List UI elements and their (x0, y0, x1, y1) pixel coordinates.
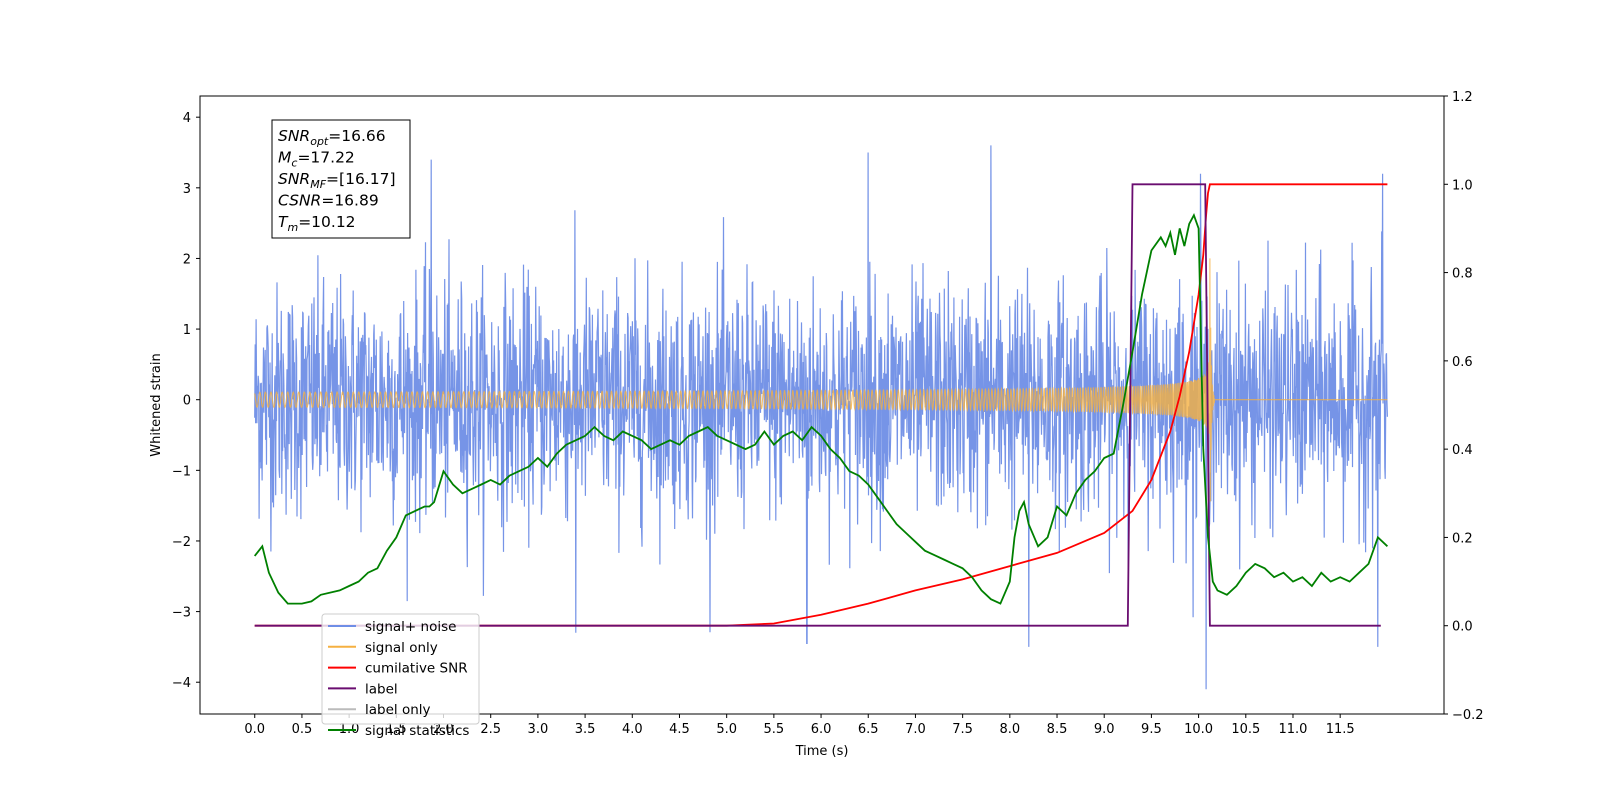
y-axis-left: 4 3 2 1 0 −1 −2 −3 −4 (172, 111, 200, 691)
x-tick-label: 6.0 (811, 722, 832, 737)
annotation-symbol: M (278, 149, 291, 167)
annotation-value: =[16.17] (326, 170, 395, 188)
x-tick-label: 10.5 (1231, 722, 1260, 737)
y-right-tick-label: 0.0 (1452, 620, 1473, 635)
x-tick-label: 3.0 (528, 722, 549, 737)
annotation-subscript: opt (310, 135, 329, 148)
annotation-value: =17.22 (297, 149, 354, 167)
y-right-tick-label: 1.2 (1452, 90, 1473, 105)
annotation-line: CSNR=16.89 (278, 192, 379, 210)
x-axis: 0.0 0.5 1.0 1.5 2.0 2.5 3.0 3.5 4.0 4.5 5.0 5.5 6.0 6… (244, 714, 1355, 737)
y-left-tick-label: 4 (183, 111, 191, 126)
x-tick-label: 5.0 (716, 722, 737, 737)
x-tick-label: 0.5 (292, 722, 313, 737)
y-left-tick-label: 2 (183, 252, 191, 267)
y-left-tick-label: −2 (172, 535, 191, 550)
x-tick-label: 4.0 (622, 722, 643, 737)
annotation-value: =16.89 (321, 192, 378, 210)
legend-label: signal only (365, 640, 438, 656)
y-right-tick-label: 1.0 (1452, 178, 1473, 193)
legend-label: label (365, 681, 398, 697)
x-tick-label: 9.5 (1141, 722, 1162, 737)
y-right-tick-label: 0.6 (1452, 355, 1473, 370)
series-signal-only-line (254, 258, 1388, 502)
y-right-tick-label: 0.8 (1452, 267, 1473, 282)
series-signal-statistics-line (253, 212, 1389, 605)
annotation-value: =10.12 (298, 213, 355, 231)
annotation-symbol: SNR (278, 170, 310, 188)
legend-frame (321, 613, 480, 725)
legend-label: cumilative SNR (365, 661, 468, 677)
annotation-line: Mc=17.22 (278, 149, 355, 170)
y-axis-right: 1.2 1.0 0.8 0.6 0.4 0.2 0.0 −0.2 (1444, 90, 1484, 723)
y-axis-left-label: Whitened strain (149, 353, 164, 456)
annotation-symbol: SNR (278, 127, 310, 145)
x-tick-label: 2.0 (433, 722, 454, 737)
y-right-tick-label: 0.4 (1452, 443, 1473, 458)
y-right-tick-label: −0.2 (1452, 708, 1484, 723)
plot-frame (199, 95, 1445, 715)
legend-label: signal+ noise (365, 619, 456, 635)
annotation-symbol: T (278, 213, 289, 231)
stats-annotation-box: SNRopt=16.66Mc=17.22SNRMF=[16.17]CSNR=16… (271, 119, 411, 239)
y-left-tick-label: −3 (172, 606, 191, 621)
y-left-tick-label: −4 (172, 676, 191, 691)
x-tick-label: 7.0 (905, 722, 926, 737)
y-left-tick-label: −1 (172, 464, 191, 479)
x-tick-label: 2.5 (480, 722, 501, 737)
series-label-line (254, 183, 1381, 627)
y-left-tick-label: 1 (183, 323, 191, 338)
x-tick-label: 1.5 (386, 722, 407, 737)
x-tick-label: 8.5 (1047, 722, 1068, 737)
x-axis-label: Time (s) (795, 744, 849, 759)
x-tick-label: 9.0 (1094, 722, 1115, 737)
legend-label: signal statistics (365, 723, 469, 739)
x-tick-label: 4.5 (669, 722, 690, 737)
x-tick-label: 7.5 (952, 722, 973, 737)
x-tick-label: 6.5 (858, 722, 879, 737)
legend-label: label only (365, 702, 431, 718)
series-layer (253, 145, 1389, 690)
annotation-symbol: CSNR (278, 192, 321, 210)
annotation-frame (271, 119, 411, 239)
x-tick-label: 10.0 (1184, 722, 1213, 737)
x-tick-label: 5.5 (764, 722, 785, 737)
y-left-tick-label: 0 (183, 394, 191, 409)
y-right-tick-label: 0.2 (1452, 531, 1473, 546)
annotation-subscript: MF (310, 178, 326, 191)
x-tick-label: 0.0 (244, 722, 265, 737)
x-tick-label: 3.5 (575, 722, 596, 737)
annotation-value: =16.66 (328, 127, 385, 145)
x-tick-label: 11.0 (1279, 722, 1308, 737)
legend: signal+ noise signal only cumilative SNR la… (321, 613, 480, 739)
y-left-tick-label: 3 (183, 182, 191, 197)
annotation-subscript: c (291, 157, 297, 170)
x-tick-label: 11.5 (1326, 722, 1355, 737)
annotation-line: Tm=10.12 (278, 213, 356, 234)
annotation-subscript: m (287, 221, 298, 234)
annotation-line: SNRopt=16.66 (278, 127, 386, 148)
x-tick-label: 8.0 (999, 722, 1020, 737)
annotation-line: SNRMF=[16.17] (278, 170, 396, 191)
